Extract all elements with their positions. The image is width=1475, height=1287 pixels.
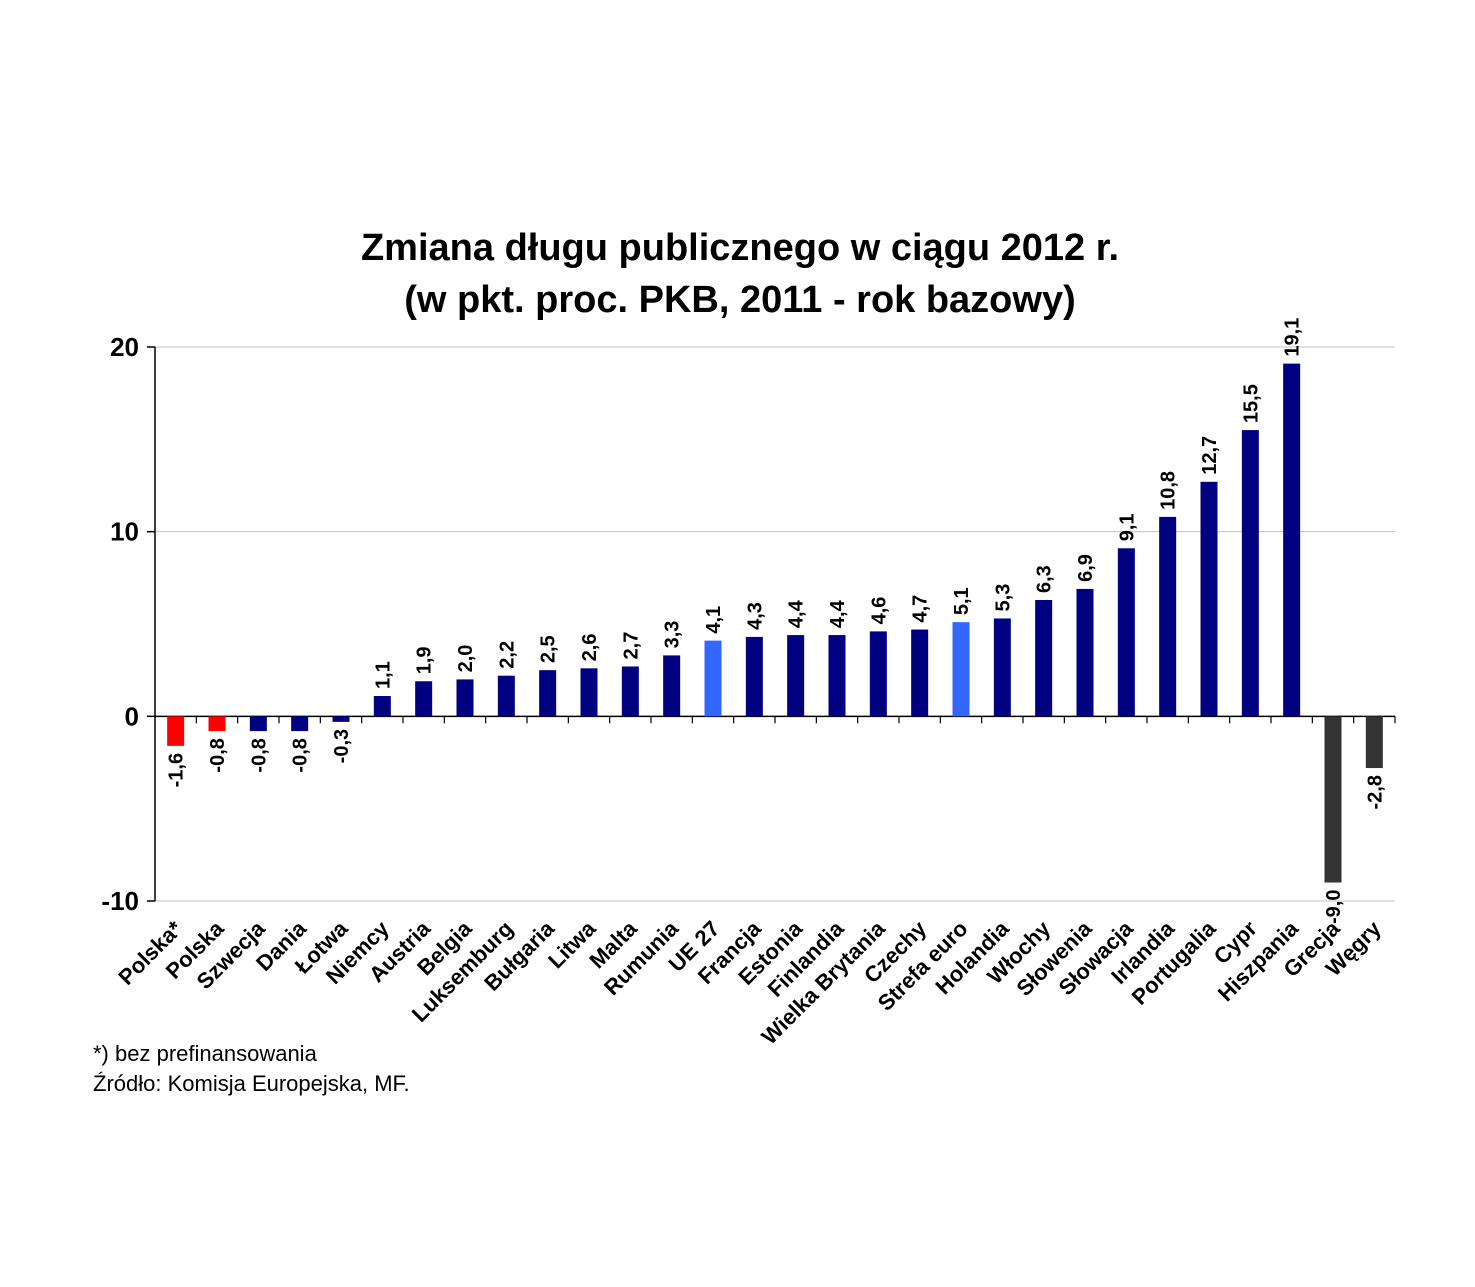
data-label: 4,6 [868, 597, 890, 625]
source-note: Źródło: Komisja Europejska, MF. [93, 1071, 410, 1096]
bar [373, 696, 391, 717]
y-tick-label: 20 [110, 332, 139, 362]
data-label: -9,0 [1323, 890, 1345, 924]
data-label: -0,3 [331, 729, 353, 763]
footnote: *) bez prefinansowania [93, 1041, 317, 1066]
y-tick-label: 10 [110, 517, 139, 547]
data-label: 4,7 [910, 595, 932, 623]
data-label: 2,2 [496, 641, 518, 669]
data-label: 4,3 [744, 602, 766, 630]
bar [291, 716, 309, 732]
bar [1117, 548, 1135, 717]
bar [1076, 588, 1094, 717]
data-label: 10,8 [1158, 471, 1180, 510]
data-label: 5,1 [951, 587, 973, 615]
value-labels: -1,6 -0,8 -0,8 -0,8 -0,3 1,1 1,9 2,0 2,2 2,5 2,6 2,… [166, 318, 1387, 924]
bar [911, 629, 929, 717]
bar [539, 670, 557, 717]
bar [1035, 599, 1053, 717]
bar [456, 679, 474, 717]
y-tick-label: 0 [125, 701, 139, 731]
bar [332, 716, 350, 722]
data-label: 1,1 [372, 661, 394, 689]
bar [415, 681, 433, 717]
data-label: 1,9 [414, 646, 436, 674]
bar [1200, 481, 1218, 717]
data-label: 2,7 [620, 632, 642, 660]
gridlines [155, 346, 1395, 902]
bar [497, 675, 515, 717]
data-label: 2,5 [538, 635, 560, 663]
data-label: 3,3 [662, 621, 684, 649]
bar [952, 622, 970, 717]
data-label: 2,0 [455, 645, 477, 673]
data-label: -2,8 [1364, 775, 1386, 809]
data-label: 15,5 [1240, 384, 1262, 423]
bars [167, 363, 1383, 883]
bar [208, 716, 226, 732]
data-label: 4,4 [786, 599, 808, 628]
data-label: 12,7 [1199, 436, 1221, 475]
data-label: 19,1 [1282, 318, 1304, 357]
data-label: -0,8 [290, 738, 312, 772]
data-label: 9,1 [1116, 513, 1138, 541]
bar [787, 635, 805, 717]
bar [249, 716, 267, 732]
bar [1241, 430, 1259, 717]
data-label: -1,6 [166, 753, 188, 787]
bar [580, 668, 598, 717]
axes: -10 0 10 20 [101, 332, 1396, 916]
data-label: -0,8 [207, 738, 229, 772]
category-labels: Polska*PolskaSzwecjaDaniaŁotwaNiemcyAust… [113, 915, 1386, 1049]
bar [828, 635, 846, 717]
bar [1365, 716, 1383, 769]
data-label: 6,9 [1075, 554, 1097, 582]
bar [1324, 716, 1342, 883]
bar [621, 666, 639, 717]
data-label: 6,3 [1034, 565, 1056, 593]
data-label: 5,3 [992, 584, 1014, 612]
bar [1283, 363, 1301, 717]
data-label: 4,1 [703, 606, 725, 634]
bar [704, 640, 722, 717]
bar [167, 716, 185, 746]
bar [869, 631, 887, 717]
y-tick-label: -10 [101, 886, 139, 916]
chart-title-line-1: Zmiana długu publicznego w ciągu 2012 r. [361, 227, 1119, 269]
chart-title-line-2: (w pkt. proc. PKB, 2011 - rok bazowy) [404, 279, 1076, 321]
bar [1159, 516, 1177, 717]
bar [993, 618, 1011, 717]
data-label: 2,6 [579, 634, 601, 662]
data-label: 4,4 [827, 599, 849, 628]
bar [663, 655, 681, 717]
bar [745, 636, 763, 717]
data-label: -0,8 [248, 738, 270, 772]
